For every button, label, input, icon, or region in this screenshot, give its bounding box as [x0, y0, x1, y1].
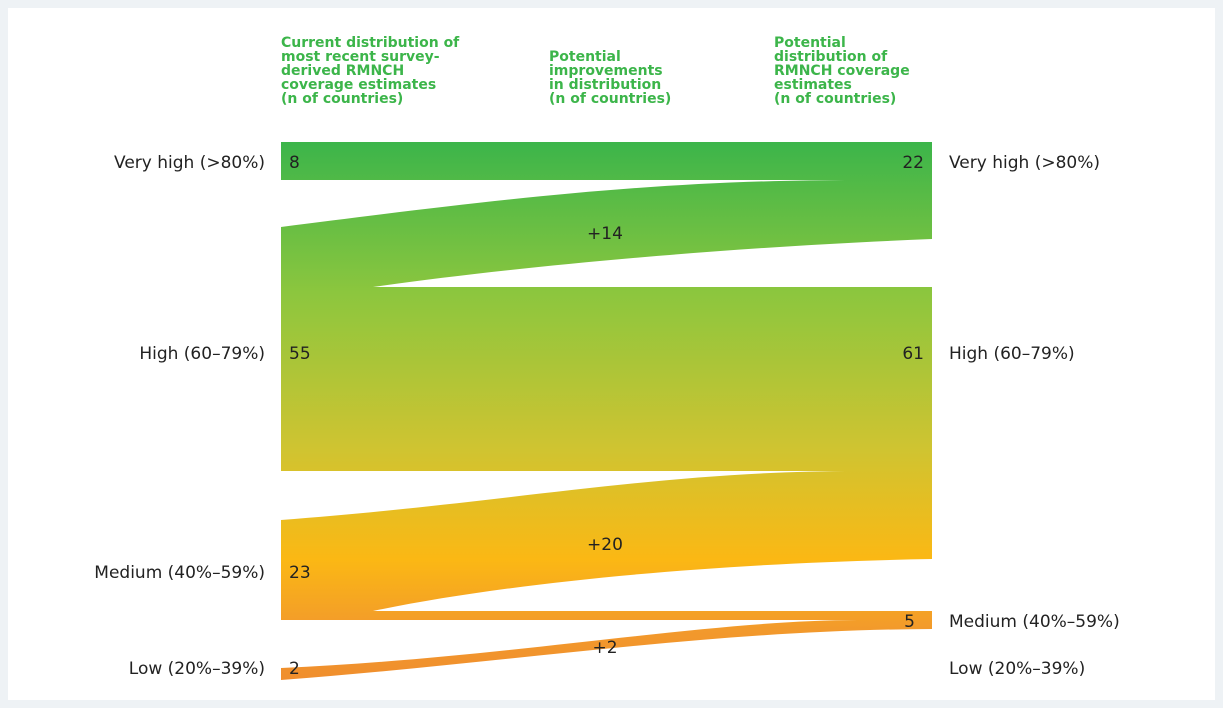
right-label-high: High (60–79%) — [949, 344, 1075, 364]
left-value-very-high: 8 — [289, 153, 300, 173]
right-value-high: 61 — [902, 344, 924, 364]
right-label-low: Low (20%–39%) — [949, 659, 1085, 679]
flow-band-medium-to-high — [281, 471, 932, 611]
left-value-high: 55 — [289, 344, 311, 364]
flow-label-plus-14: +14 — [587, 224, 623, 244]
right-label-very-high: Very high (>80%) — [949, 153, 1100, 173]
flow-label-plus-2: +2 — [592, 638, 617, 658]
right-value-medium: 5 — [904, 612, 915, 632]
flow-band-high-to-high — [281, 287, 932, 471]
left-value-low: 2 — [289, 659, 300, 679]
sankey-chart: Current distribution of most recent surv… — [94, 35, 1120, 680]
left-label-high: High (60–79%) — [139, 344, 265, 364]
flow-band-medium-to-medium — [281, 611, 932, 620]
left-value-medium: 23 — [289, 563, 311, 583]
right-value-very-high: 22 — [902, 153, 924, 173]
left-label-very-high: Very high (>80%) — [114, 153, 265, 173]
flow-band-low-to-medium — [281, 620, 932, 680]
flow-label-plus-20: +20 — [587, 535, 623, 555]
flow-band-high-to-very-high — [281, 180, 932, 287]
sankey-figure: Current distribution of most recent surv… — [8, 8, 1215, 700]
left-label-medium: Medium (40%–59%) — [94, 563, 265, 583]
flow-band-very-high-to-very-high — [281, 142, 932, 180]
right-label-medium: Medium (40%–59%) — [949, 612, 1120, 632]
header-improvements: Potential improvements in distribution (… — [549, 49, 671, 107]
header-potential: Potential distribution of RMNCH coverage… — [774, 35, 915, 107]
left-label-low: Low (20%–39%) — [129, 659, 265, 679]
flow-bands — [281, 142, 932, 680]
header-current: Current distribution of most recent surv… — [281, 35, 464, 107]
